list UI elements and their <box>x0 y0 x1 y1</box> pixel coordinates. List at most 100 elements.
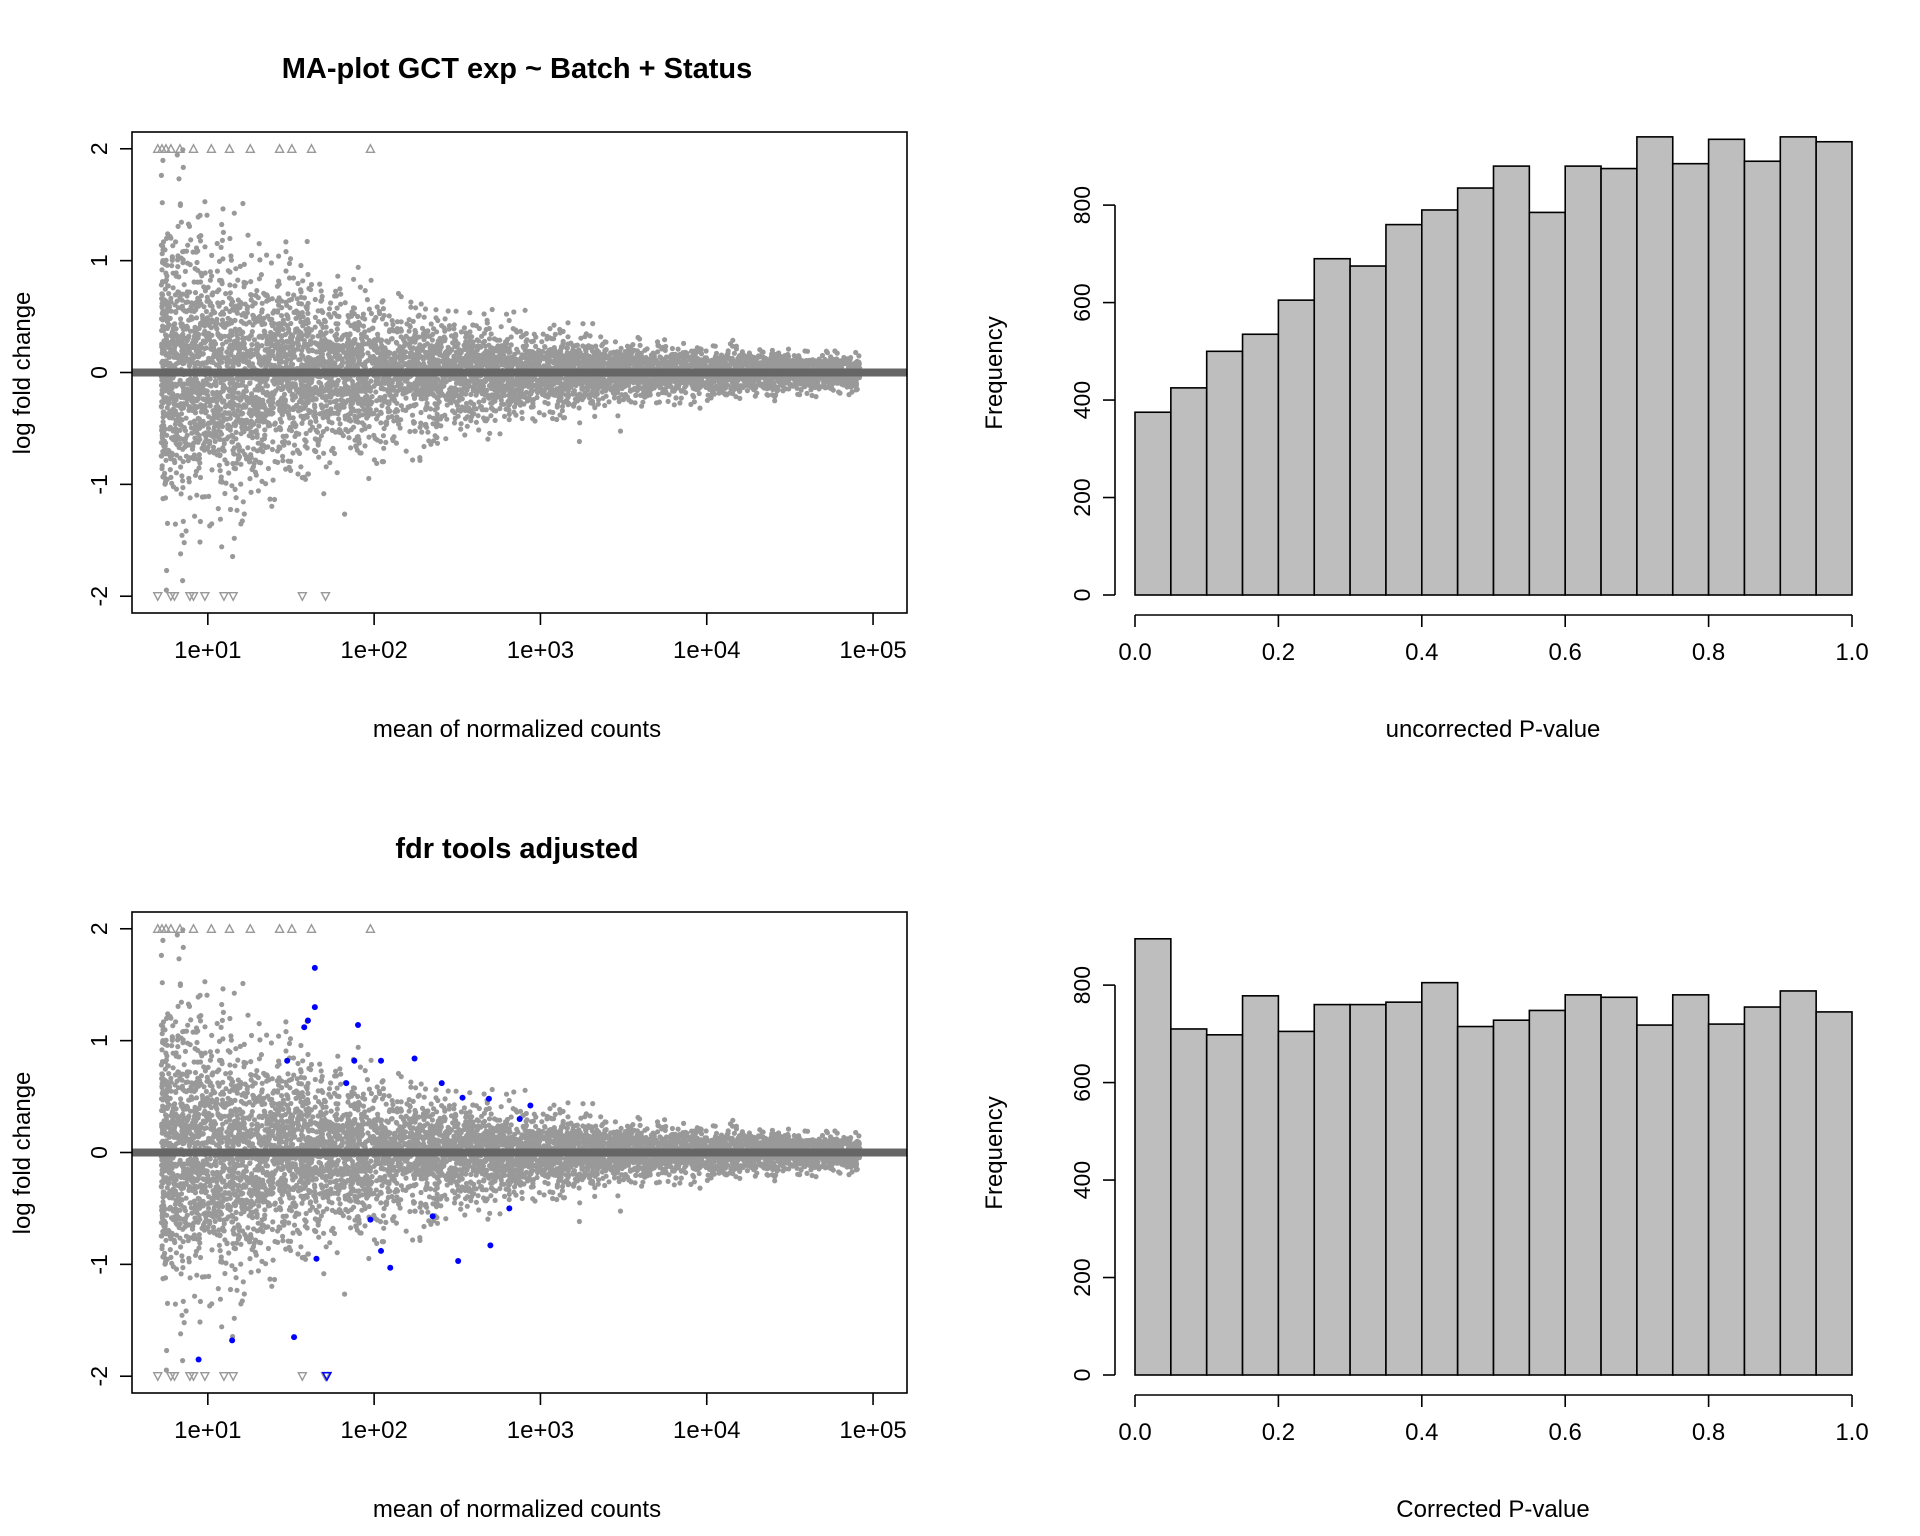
data-point <box>326 354 333 360</box>
data-point <box>352 415 358 421</box>
data-point <box>475 413 481 419</box>
data-point <box>443 436 449 442</box>
data-point <box>180 257 186 263</box>
data-point <box>212 438 218 444</box>
data-point <box>232 486 238 492</box>
data-point <box>178 321 184 327</box>
data-point <box>240 200 246 207</box>
data-point <box>321 450 327 456</box>
data-point <box>348 445 354 451</box>
data-point <box>451 326 457 332</box>
data-point <box>159 200 165 206</box>
data-point <box>215 415 221 421</box>
data-point <box>294 346 300 352</box>
data-point <box>286 326 292 332</box>
data-point <box>467 329 473 335</box>
data-point <box>248 455 254 461</box>
data-point <box>463 339 469 345</box>
data-point <box>283 239 289 245</box>
data-point <box>267 336 273 342</box>
data-point <box>249 329 255 335</box>
data-point <box>184 293 190 299</box>
data-point <box>630 342 636 348</box>
data-point <box>379 403 385 409</box>
data-point <box>197 474 204 481</box>
data-point <box>532 418 538 424</box>
data-point <box>187 387 193 393</box>
data-point <box>554 416 560 423</box>
data-point <box>772 398 778 404</box>
data-point <box>418 301 424 307</box>
data-point <box>182 435 189 442</box>
data-point <box>375 346 381 352</box>
data-point <box>403 448 409 454</box>
data-point <box>442 328 448 334</box>
data-point <box>242 301 248 307</box>
data-point <box>226 470 232 476</box>
data-point <box>328 328 334 334</box>
data-point <box>159 466 165 472</box>
data-point <box>468 391 474 398</box>
data-point <box>423 396 429 402</box>
data-point <box>733 346 740 352</box>
data-point <box>312 314 318 320</box>
data-point <box>219 237 225 243</box>
data-point <box>160 239 167 245</box>
data-point <box>729 343 736 349</box>
data-point <box>285 291 291 297</box>
data-point <box>297 450 303 456</box>
data-point <box>321 317 327 323</box>
data-point <box>174 152 180 158</box>
data-point <box>207 277 213 283</box>
data-point <box>595 401 601 407</box>
data-point <box>276 328 282 334</box>
data-point <box>590 321 596 327</box>
data-point <box>488 413 494 419</box>
data-point <box>164 273 170 279</box>
data-point <box>195 248 201 254</box>
data-point <box>253 428 259 434</box>
data-point <box>381 445 387 451</box>
data-point <box>329 427 335 433</box>
data-point <box>457 408 464 414</box>
data-point <box>603 347 609 353</box>
data-point <box>434 411 440 417</box>
data-point <box>253 292 259 299</box>
data-point <box>565 320 571 326</box>
data-point <box>785 346 792 352</box>
data-point <box>230 553 236 560</box>
data-point <box>508 334 514 340</box>
data-point <box>370 325 376 331</box>
data-point <box>403 395 409 401</box>
data-point <box>196 455 202 462</box>
data-point <box>506 417 512 423</box>
data-point <box>295 471 301 477</box>
data-point <box>547 409 553 415</box>
data-point <box>253 387 259 393</box>
data-point <box>323 393 329 399</box>
data-point <box>324 426 330 432</box>
data-point <box>671 402 677 408</box>
data-point <box>164 520 171 527</box>
data-point <box>353 443 359 449</box>
data-point <box>435 376 441 382</box>
data-point <box>196 452 202 458</box>
data-point <box>255 488 261 494</box>
data-point <box>476 427 482 433</box>
data-point <box>808 387 814 393</box>
data-point <box>485 436 491 442</box>
data-point <box>665 398 671 404</box>
data-point <box>411 420 417 426</box>
data-point <box>165 351 171 357</box>
data-point <box>238 461 244 467</box>
data-point <box>228 350 234 356</box>
data-point <box>589 345 595 351</box>
data-point <box>513 412 519 418</box>
data-point <box>615 413 621 419</box>
data-point <box>329 420 335 426</box>
data-point <box>408 304 414 310</box>
data-point <box>218 333 224 339</box>
data-point <box>197 460 203 466</box>
data-point <box>317 411 323 417</box>
data-point <box>342 511 348 517</box>
